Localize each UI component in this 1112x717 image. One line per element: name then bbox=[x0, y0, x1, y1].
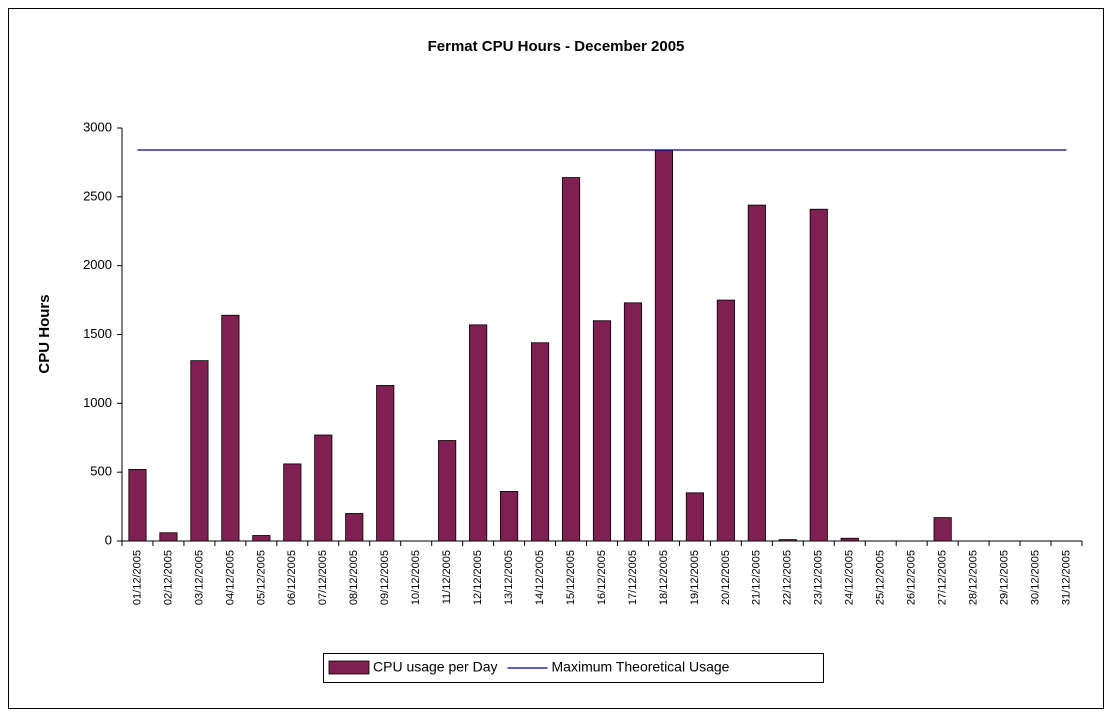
x-tick-label: 03/12/2005 bbox=[193, 550, 205, 605]
legend-swatch bbox=[328, 660, 370, 675]
bar bbox=[128, 469, 147, 542]
x-tick-label: 30/12/2005 bbox=[1029, 550, 1041, 605]
legend-box bbox=[323, 653, 824, 683]
bar bbox=[500, 491, 519, 542]
legend-label: CPU usage per Day bbox=[373, 659, 498, 675]
x-tick-label: 12/12/2005 bbox=[472, 550, 484, 605]
y-tick-label: 3000 bbox=[83, 119, 112, 134]
x-tick-label: 31/12/2005 bbox=[1060, 550, 1072, 605]
bar bbox=[314, 434, 333, 542]
bar bbox=[716, 299, 735, 542]
x-tick-label: 16/12/2005 bbox=[596, 550, 608, 605]
x-tick-label: 22/12/2005 bbox=[782, 550, 794, 605]
bar bbox=[530, 342, 550, 542]
x-tick-label: 24/12/2005 bbox=[844, 550, 856, 605]
y-tick-label: 1000 bbox=[83, 395, 112, 410]
x-tick-label: 18/12/2005 bbox=[658, 550, 670, 605]
x-tick-label: 29/12/2005 bbox=[998, 550, 1010, 605]
x-tick-label: 20/12/2005 bbox=[720, 550, 732, 605]
bar bbox=[592, 320, 612, 542]
x-tick-label: 06/12/2005 bbox=[286, 550, 298, 605]
y-tick-label: 1500 bbox=[83, 326, 112, 341]
bar bbox=[747, 204, 766, 542]
y-tick-label: 2500 bbox=[83, 188, 112, 203]
x-tick-label: 09/12/2005 bbox=[379, 550, 391, 605]
x-tick-label: 11/12/2005 bbox=[441, 550, 453, 604]
x-tick-label: 07/12/2005 bbox=[317, 550, 329, 605]
chart-frame bbox=[8, 8, 1104, 709]
x-tick-label: 25/12/2005 bbox=[875, 550, 887, 605]
x-tick-label: 28/12/2005 bbox=[968, 550, 980, 605]
x-tick-label: 14/12/2005 bbox=[534, 550, 546, 605]
x-tick-label: 01/12/2005 bbox=[131, 550, 143, 605]
bar bbox=[809, 208, 828, 542]
x-tick-label: 10/12/2005 bbox=[410, 550, 422, 605]
x-tick-label: 26/12/2005 bbox=[906, 550, 918, 605]
legend-label: Maximum Theoretical Usage bbox=[552, 659, 730, 675]
bar bbox=[933, 517, 952, 542]
y-tick-label: 500 bbox=[90, 464, 112, 479]
bar bbox=[438, 440, 457, 542]
chart-title: Fermat CPU Hours - December 2005 bbox=[428, 38, 685, 55]
x-tick-label: 13/12/2005 bbox=[503, 550, 515, 605]
x-tick-label: 17/12/2005 bbox=[627, 550, 639, 605]
x-tick-label: 23/12/2005 bbox=[813, 550, 825, 605]
bar bbox=[252, 535, 271, 542]
bar bbox=[376, 385, 395, 542]
bar bbox=[345, 513, 364, 542]
bar bbox=[840, 537, 859, 542]
bar bbox=[221, 314, 240, 542]
x-tick-label: 19/12/2005 bbox=[689, 550, 701, 605]
x-tick-label: 02/12/2005 bbox=[162, 550, 174, 605]
bar bbox=[469, 324, 488, 542]
bar bbox=[623, 302, 643, 542]
y-tick-label: 0 bbox=[105, 532, 112, 547]
bar bbox=[159, 532, 178, 542]
bar bbox=[561, 177, 581, 542]
x-tick-label: 05/12/2005 bbox=[255, 550, 267, 605]
x-tick-label: 08/12/2005 bbox=[348, 550, 360, 605]
x-tick-label: 04/12/2005 bbox=[224, 550, 236, 605]
x-tick-label: 27/12/2005 bbox=[937, 550, 949, 605]
y-tick-label: 2000 bbox=[83, 257, 112, 272]
bar bbox=[778, 539, 797, 542]
bar bbox=[283, 463, 302, 542]
bar bbox=[685, 492, 704, 542]
x-tick-label: 21/12/2005 bbox=[751, 550, 763, 605]
y-axis-title: CPU Hours bbox=[36, 294, 53, 373]
bar bbox=[654, 149, 674, 542]
bar bbox=[190, 360, 209, 542]
x-tick-label: 15/12/2005 bbox=[565, 550, 577, 605]
